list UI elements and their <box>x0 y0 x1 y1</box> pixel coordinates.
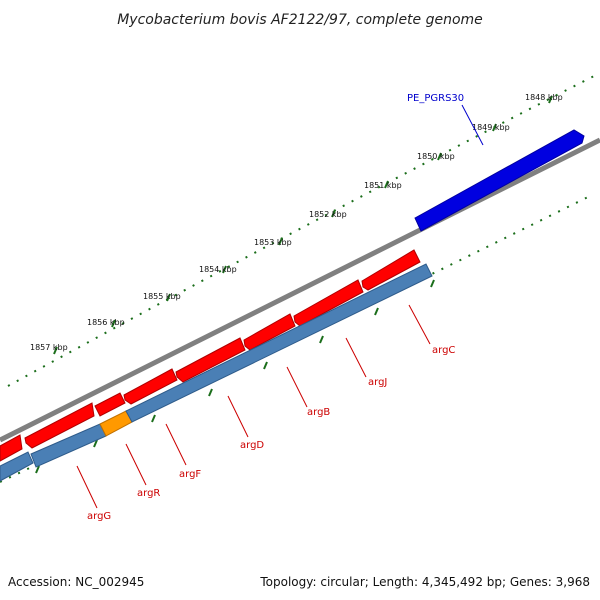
genome-backbone <box>0 137 600 443</box>
gene-label-argd: argD <box>240 440 264 451</box>
gene-pe-pgrs30[interactable] <box>414 129 585 232</box>
operon-segment[interactable] <box>0 451 34 482</box>
kbp-label: 1853 kbp <box>254 238 292 247</box>
gene-label-argg: argG <box>87 511 111 522</box>
gene-segment[interactable] <box>24 402 95 449</box>
inner-major-ticks <box>35 279 435 474</box>
gene-segment[interactable] <box>94 392 126 417</box>
kbp-labels: 1848 kbp 1849 kbp 1850 kbp 1851 kbp 1852… <box>30 93 563 352</box>
reverse-genes <box>0 249 421 462</box>
kbp-label: 1854 kbp <box>199 265 237 274</box>
gene-label-argc: argC <box>432 345 455 356</box>
gene-segment[interactable] <box>293 279 364 327</box>
gene-label-argf: argF <box>179 469 201 480</box>
kbp-label: 1856 kbp <box>87 318 125 327</box>
accession-text: Accession: NC_002945 <box>8 575 144 589</box>
kbp-label: 1851 kbp <box>364 181 402 190</box>
gene-segment[interactable] <box>123 368 178 405</box>
operon-bar <box>0 263 433 482</box>
gene-label-pe-pgrs30: PE_PGRS30 <box>407 93 464 104</box>
gene-segment[interactable] <box>175 337 246 383</box>
outer-major-ticks <box>53 95 553 355</box>
kbp-label: 1855 kbp <box>143 292 181 301</box>
kbp-label: 1852 kbp <box>309 210 347 219</box>
map-title: Mycobacterium bovis AF2122/97, complete … <box>117 12 483 28</box>
gene-segment[interactable] <box>361 249 421 291</box>
kbp-label: 1857 kbp <box>30 343 68 352</box>
gene-segment[interactable] <box>0 434 23 462</box>
gene-label-argj: argJ <box>368 377 387 388</box>
operon-segment[interactable] <box>125 263 433 423</box>
gene-label-argr: argR <box>137 488 160 499</box>
kbp-label: 1850 kbp <box>417 152 455 161</box>
gene-leaders <box>76 304 431 509</box>
gene-argr-highlight[interactable] <box>99 410 133 437</box>
gene-label-argb: argB <box>307 407 330 418</box>
pe-pgrs30-leader <box>461 104 484 146</box>
genome-summary-text: Topology: circular; Length: 4,345,492 bp… <box>259 575 590 589</box>
gene-segment[interactable] <box>243 313 296 351</box>
gene-labels: argG argR argF argD argB argJ argC <box>87 345 455 522</box>
kbp-label: 1849 kbp <box>472 123 510 132</box>
kbp-label: 1848 kbp <box>525 93 563 102</box>
